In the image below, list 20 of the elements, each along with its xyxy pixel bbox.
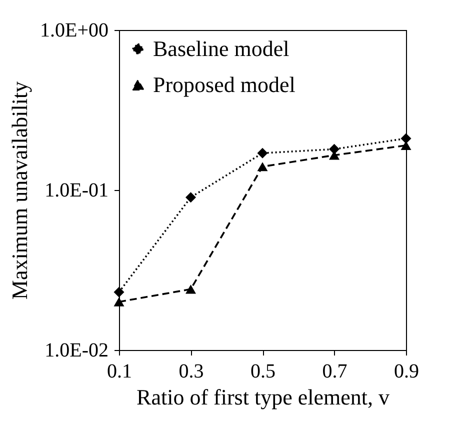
point [329, 144, 340, 154]
point [114, 286, 124, 298]
x-tick-label: 0.9 [394, 360, 419, 382]
legend-label: Proposed model [153, 72, 296, 97]
x-axis-title: Ratio of first type element, v [136, 384, 390, 410]
y-tick-label: 1.0E-02 [44, 340, 108, 362]
x-tick-label: 0.1 [107, 360, 132, 382]
x-tick-label: 0.5 [250, 360, 276, 382]
point [186, 192, 196, 203]
point [400, 133, 412, 144]
y-axis-title: Maximum unavailability [7, 81, 32, 300]
x-tick-label: 0.7 [322, 360, 348, 382]
point [186, 284, 196, 294]
point [114, 297, 124, 306]
point [257, 162, 268, 172]
y-tick-label: 1.0E+00 [40, 20, 108, 42]
y-tick-label: 1.0E-01 [44, 180, 108, 202]
point [257, 148, 268, 158]
legend-label: Baseline model [153, 36, 290, 61]
x-tick-label: 0.3 [178, 360, 204, 382]
